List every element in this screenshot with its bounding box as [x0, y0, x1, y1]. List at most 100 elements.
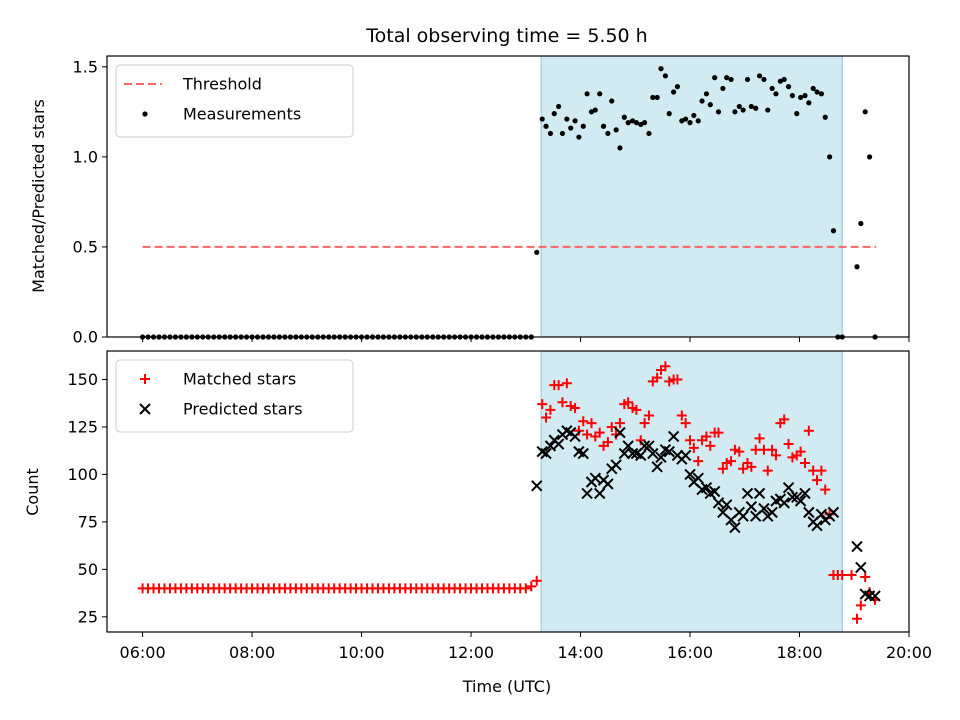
- predicted-star-point: [679, 449, 692, 462]
- measurement-point: [756, 73, 763, 79]
- legend-label: Predicted stars: [183, 400, 303, 419]
- measurement-point: [646, 130, 652, 137]
- measurement-point: [781, 76, 787, 83]
- measurement-point: [564, 116, 570, 122]
- matched-star-point: [705, 440, 716, 451]
- matched-star-point: [693, 456, 704, 467]
- matched-star-point: [734, 446, 745, 457]
- matched-star-point: [635, 435, 646, 446]
- bottom-panel-legend-box: [115, 359, 354, 433]
- predicted-star-point: [786, 491, 799, 503]
- measurement-point: [712, 75, 718, 81]
- measurement-point: [699, 98, 705, 104]
- predicted-star-point: [815, 508, 828, 520]
- measurement-point: [854, 264, 860, 270]
- matched-star-point: [846, 570, 857, 581]
- measurement-point: [617, 145, 623, 151]
- measurement-point: [753, 105, 759, 111]
- legend-label: Matched stars: [183, 370, 296, 389]
- measurement-point: [580, 123, 586, 129]
- matched-star-point: [738, 463, 749, 474]
- matched-star-point: [643, 410, 654, 421]
- matched-star-point: [623, 397, 634, 408]
- measurement-point: [613, 127, 619, 133]
- bottom-panel-y-tick-label: 150: [67, 370, 98, 389]
- matched-star-point: [770, 450, 781, 461]
- legend-label: Threshold: [182, 75, 262, 94]
- x-tick-label: 12:00: [448, 643, 494, 662]
- matched-star-point: [767, 444, 778, 455]
- top-panel-y-tick-label: 0.5: [73, 237, 98, 256]
- matched-star-point: [688, 442, 699, 453]
- matched-star-point: [726, 456, 737, 467]
- predicted-star-point: [811, 519, 823, 532]
- predicted-star-point: [651, 461, 663, 473]
- matched-star-point: [820, 484, 831, 495]
- measurement-point: [543, 123, 549, 129]
- predicted-star-point: [794, 495, 807, 507]
- bottom-panel-y-tick-label: 25: [78, 607, 98, 626]
- predicted-star-point: [700, 481, 713, 494]
- measurement-point: [621, 114, 627, 120]
- matched-star-point: [779, 414, 790, 425]
- top-panel-y-tick-label: 1.0: [73, 147, 98, 166]
- measurement-point: [794, 111, 800, 117]
- measurement-point: [556, 103, 562, 110]
- predicted-star-point: [712, 497, 725, 509]
- measurement-point: [827, 154, 833, 160]
- matched-star-point: [582, 429, 593, 440]
- matched-star-point: [746, 461, 757, 472]
- predicted-star-point: [729, 521, 741, 534]
- legend-plus-swatch: [140, 374, 150, 384]
- measurement-point: [568, 125, 574, 131]
- predicted-star-point: [708, 485, 721, 498]
- predicted-star-point: [799, 487, 811, 500]
- matched-star-point: [799, 458, 810, 469]
- measurement-point: [789, 93, 795, 99]
- measurement-point: [814, 89, 820, 95]
- legend-cross-swatch: [139, 403, 151, 415]
- measurement-point: [818, 91, 825, 97]
- matched-star-point: [652, 372, 663, 383]
- measurement-point: [720, 85, 726, 92]
- matched-star-point: [561, 378, 572, 389]
- matched-star-point: [520, 583, 531, 594]
- matched-star-point: [553, 380, 564, 391]
- matched-star-point: [672, 374, 683, 385]
- predicted-star-point: [745, 500, 758, 513]
- measurement-point: [654, 94, 660, 101]
- legend-dot-swatch: [142, 111, 148, 117]
- x-tick-label: 20:00: [886, 643, 932, 662]
- measurement-point: [597, 91, 603, 97]
- bottom-panel-y-tick-label: 125: [67, 417, 98, 436]
- predicted-star-point: [626, 447, 639, 460]
- measurement-point: [576, 134, 582, 140]
- predicted-star-point: [737, 510, 749, 522]
- top-panel-legend-box: [115, 64, 354, 138]
- matched-star-point: [606, 421, 617, 432]
- matched-star-point: [721, 458, 732, 469]
- matched-star-point: [713, 427, 724, 438]
- x-tick-label: 10:00: [339, 643, 385, 662]
- measurement-point: [641, 120, 648, 126]
- x-tick-label: 08:00: [229, 643, 275, 662]
- predicted-star-point: [602, 478, 614, 490]
- predicted-star-point: [684, 468, 696, 481]
- matched-star-point: [660, 361, 671, 372]
- measurement-point: [584, 91, 590, 97]
- bottom-panel-legend: Matched stars Predicted stars: [115, 359, 354, 433]
- measurement-point: [830, 228, 837, 234]
- bottom-panel-y-tick-label: 100: [67, 465, 98, 484]
- predicted-star-point: [531, 480, 543, 492]
- matched-star-point: [639, 418, 650, 429]
- matched-star-point: [816, 465, 827, 476]
- top-panel-observing-window: [540, 55, 843, 338]
- measurement-point: [658, 66, 664, 72]
- measurement-point: [539, 116, 545, 122]
- bottom-panel: 25 50 75 100 125 150 06:00 08:00 10:00 12:00 14:00…: [67, 350, 932, 662]
- legend-label: Measurements: [183, 105, 301, 124]
- matched-star-point: [717, 463, 728, 474]
- measurement-point: [810, 85, 816, 92]
- predicted-star-point: [643, 440, 655, 452]
- measurement-point: [666, 111, 672, 117]
